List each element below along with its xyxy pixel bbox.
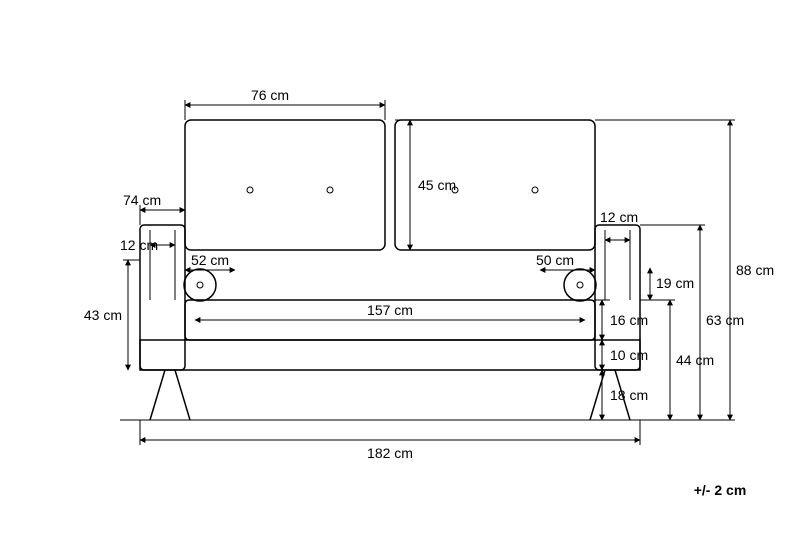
dim-seat-floor: 44 cm [676, 352, 714, 368]
dim-rail-thick: 10 cm [610, 347, 648, 363]
dim-total-w: 182 cm [367, 445, 413, 461]
bolster-right [564, 269, 596, 301]
bolster-left [184, 269, 216, 301]
legs [150, 370, 630, 420]
dim-seat-depth: 50 cm [536, 252, 574, 268]
dim-back-width: 76 cm [251, 87, 289, 103]
dim-leg-h: 18 cm [610, 387, 648, 403]
dim-seat-thick: 16 cm [610, 312, 648, 328]
dim-arm-top: 74 cm [123, 192, 161, 208]
tuft-button [327, 187, 333, 193]
dim-arm-front-h: 43 cm [84, 307, 122, 323]
tolerance-note: +/- 2 cm [694, 482, 747, 498]
sofa-dimension-diagram: 76 cm 45 cm 74 cm 12 cm 52 cm 43 cm 157 … [0, 0, 800, 533]
dim-back-height: 45 cm [418, 177, 456, 193]
dim-total-h: 88 cm [736, 262, 774, 278]
dim-arm-top-w: 12 cm [120, 237, 158, 253]
dim-arm-top-w-r: 12 cm [600, 209, 638, 225]
dim-arm-inner: 52 cm [191, 252, 229, 268]
dim-bolster-h: 19 cm [656, 275, 694, 291]
dim-arm-floor: 63 cm [706, 312, 744, 328]
tuft-button [532, 187, 538, 193]
dim-seat-width: 157 cm [367, 302, 413, 318]
tuft-button [247, 187, 253, 193]
back-cushion-left [185, 120, 385, 250]
frame-rail [140, 340, 640, 370]
